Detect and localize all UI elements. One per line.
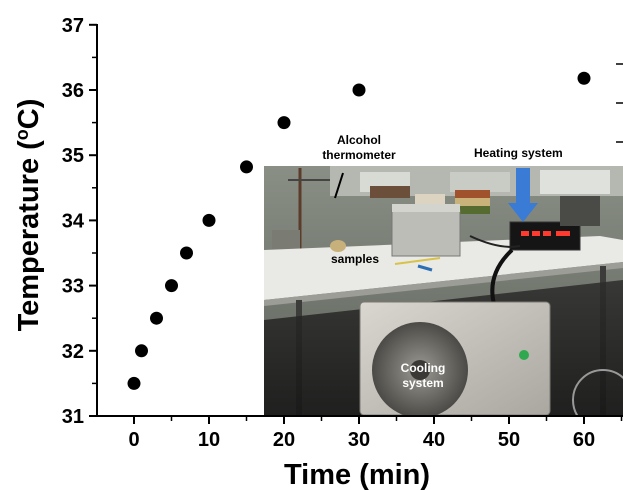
y-tick-label: 32 (62, 341, 84, 363)
x-tick-label: 20 (273, 429, 295, 451)
x-tick-label: 40 (423, 429, 445, 451)
thermometer-pointer (334, 172, 344, 199)
x-tick-label: 10 (198, 429, 220, 451)
data-points (127, 71, 591, 390)
y-tick-label: 34 (62, 210, 85, 232)
y-axis-title: Temperature (oC) (12, 99, 45, 332)
y-tick-label: 36 (62, 80, 84, 102)
data-point (135, 344, 148, 358)
data-point (577, 71, 591, 85)
inset-photo (264, 166, 623, 415)
data-point (165, 279, 178, 293)
photo-annotations: Alcohol thermometer Heating system sample… (322, 133, 562, 390)
heating-arrow (508, 168, 538, 222)
y-tick-label: 31 (62, 406, 84, 428)
y-tick-label: 37 (62, 15, 84, 37)
data-point (202, 213, 216, 227)
x-tick-label: 50 (498, 429, 520, 451)
x-tick-label: 60 (573, 429, 595, 451)
right-edge-ticks (616, 63, 623, 143)
data-point (150, 311, 163, 325)
cooling-system-label: Cooling system (401, 361, 446, 390)
x-tick-label: 30 (348, 429, 370, 451)
data-point (127, 376, 141, 390)
data-point (277, 116, 291, 130)
x-tick-label: 0 (128, 429, 139, 451)
axes: 0 10 20 30 40 50 60 31 32 33 34 35 36 37 (62, 15, 623, 451)
y-tick-label: 35 (62, 145, 84, 167)
samples-label: samples (331, 252, 379, 266)
x-ticks: 0 10 20 30 40 50 60 (128, 416, 623, 451)
data-point (180, 246, 193, 260)
data-point (352, 83, 366, 97)
data-point (240, 160, 253, 174)
alcohol-thermometer-label: Alcohol thermometer (322, 133, 396, 162)
y-tick-label: 33 (62, 276, 84, 298)
x-axis-title: Time (min) (284, 459, 430, 490)
heating-system-label: Heating system (474, 146, 563, 160)
y-ticks: 31 32 33 34 35 36 37 (62, 15, 97, 428)
